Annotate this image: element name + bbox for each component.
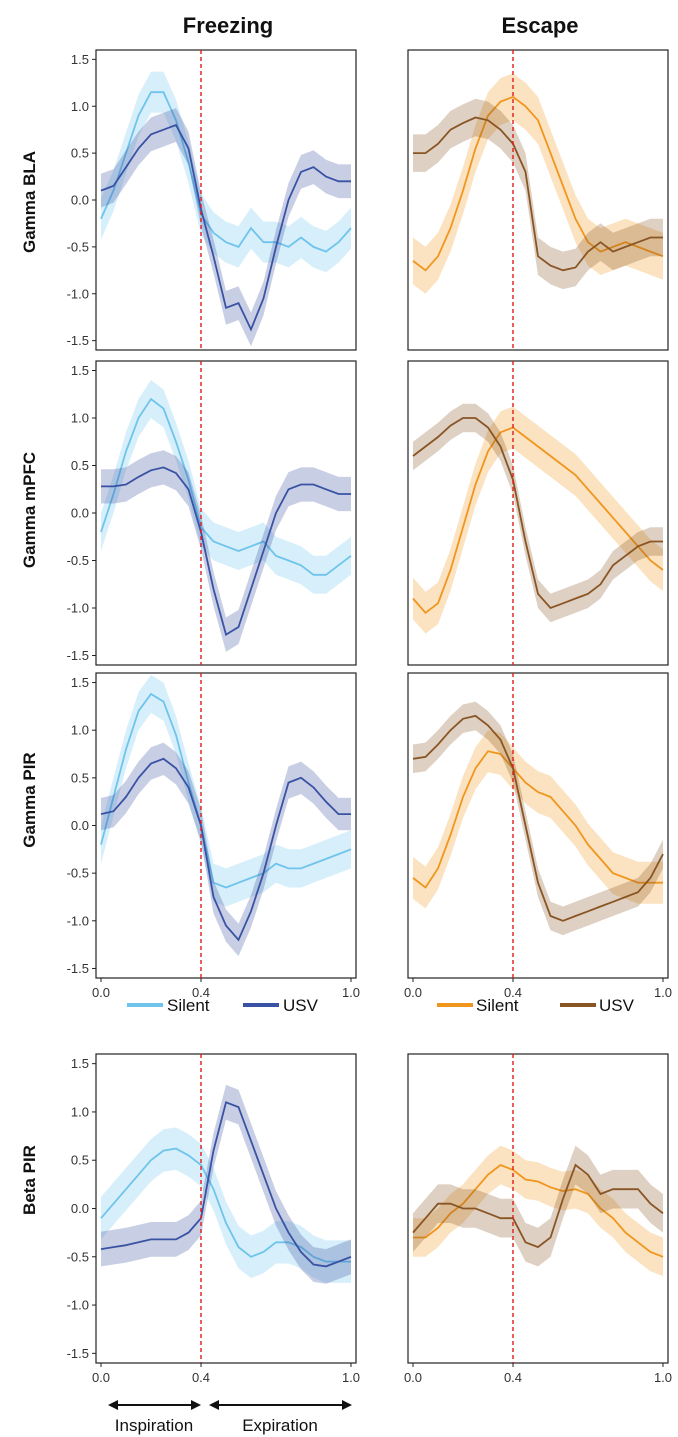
row-title-gamma-mpfc: Gamma mPFC xyxy=(20,452,39,568)
y-tick-label: -1.0 xyxy=(67,913,89,928)
y-tick-label: 1.5 xyxy=(71,52,89,67)
x-tick-label: 1.0 xyxy=(654,1370,672,1385)
y-tick-label: -1.0 xyxy=(67,601,89,616)
panel-gamma-mpfc-escape xyxy=(407,360,669,666)
legend-escape: Silent USV xyxy=(437,996,635,1015)
y-tick-label: 0.5 xyxy=(71,1153,89,1168)
x-tick-label: 0.4 xyxy=(192,1370,210,1385)
y-tick-label: -0.5 xyxy=(67,239,89,254)
y-tick-label: 0.0 xyxy=(71,506,89,521)
panel-frame xyxy=(407,672,669,979)
chart-panels: 1.5 1.0 0.5 0.0 -0.5 -1.0 -1.5 1.5 1.0 0.5 0.0 -0.5… xyxy=(67,49,672,1385)
series-line-usv xyxy=(413,116,663,272)
error-band-usv xyxy=(413,1145,663,1267)
y-tick-label: 0.0 xyxy=(71,1201,89,1216)
y-tick-label: -1.0 xyxy=(67,286,89,301)
y-tick-label: 1.5 xyxy=(71,363,89,378)
error-band-silent xyxy=(101,1127,351,1283)
x-tick-label: 0.4 xyxy=(192,985,210,1000)
inspiration-label: Inspiration xyxy=(115,1416,193,1435)
x-tick-label: 1.0 xyxy=(342,985,360,1000)
legend-label-escape-silent: Silent xyxy=(476,996,519,1015)
y-tick-label: 0.5 xyxy=(71,770,89,785)
y-tick-label: 1.0 xyxy=(71,99,89,114)
series-line-usv xyxy=(100,123,351,332)
legend-freezing: Silent USV xyxy=(127,996,319,1015)
panel-frame xyxy=(407,49,669,351)
row-title-gamma-bla: Gamma BLA xyxy=(20,151,39,253)
y-tick-label: 1.0 xyxy=(71,723,89,738)
error-band-silent xyxy=(413,73,663,294)
series-line-silent xyxy=(100,692,352,889)
y-tick-label: -0.5 xyxy=(67,1249,89,1264)
series-line-usv xyxy=(100,1101,352,1268)
panel-gamma-mpfc-freezing: 1.5 1.0 0.5 0.0 -0.5 -1.0 -1.5 xyxy=(67,360,357,666)
y-tick-label: -1.5 xyxy=(67,961,89,976)
legend-label-freezing-silent: Silent xyxy=(167,996,210,1015)
x-tick-label: 0.0 xyxy=(404,985,422,1000)
panel-gamma-bla-escape xyxy=(407,49,669,351)
series-line-silent xyxy=(100,1147,351,1263)
series-line-usv xyxy=(412,714,664,922)
y-tick-label: -1.5 xyxy=(67,1346,89,1361)
panel-gamma-pir-freezing: 1.51.00.50.0-0.5-1.0-1.50.0 0.4 1.0 xyxy=(67,672,360,1000)
series-line-silent xyxy=(413,1163,664,1258)
y-tick-label: -0.5 xyxy=(67,553,89,568)
error-band-usv xyxy=(101,108,351,347)
panel-gamma-bla-freezing: 1.5 1.0 0.5 0.0 -0.5 -1.0 -1.5 xyxy=(67,49,357,351)
x-tick-label: 1.0 xyxy=(654,985,672,1000)
row-title-gamma-pir: Gamma PIR xyxy=(20,752,39,847)
y-tick-label: 1.0 xyxy=(71,1104,89,1119)
y-tick-label: 0.0 xyxy=(71,818,89,833)
error-band-silent xyxy=(101,380,351,594)
series-line-silent xyxy=(100,91,352,253)
series-line-usv xyxy=(412,417,663,610)
error-band-silent xyxy=(413,730,663,909)
row-title-beta-pir: Beta PIR xyxy=(20,1145,39,1215)
series-line-usv xyxy=(100,757,351,942)
y-tick-label: 1.5 xyxy=(71,675,89,690)
panel-frame xyxy=(407,1053,669,1364)
column-title-escape: Escape xyxy=(501,13,578,38)
legend-label-freezing-usv: USV xyxy=(283,996,319,1015)
panel-gamma-pir-escape: 0.0 0.4 1.0 xyxy=(404,672,672,1000)
y-tick-label: -0.5 xyxy=(67,866,89,881)
phase-annotation: Inspiration Expiration xyxy=(108,1400,352,1435)
y-tick-label: -1.5 xyxy=(67,333,89,348)
series-line-silent xyxy=(412,750,663,889)
series-line-silent xyxy=(412,426,664,615)
series-line-silent xyxy=(100,397,352,576)
column-title-freezing: Freezing xyxy=(183,13,273,38)
x-tick-label: 0.0 xyxy=(404,1370,422,1385)
error-band-silent xyxy=(413,406,663,634)
legend-label-escape-usv: USV xyxy=(599,996,635,1015)
error-band-usv xyxy=(413,403,663,623)
error-band-usv xyxy=(413,701,663,936)
y-tick-label: 0.5 xyxy=(71,146,89,161)
series-line-silent xyxy=(412,95,664,272)
y-tick-label: 1.5 xyxy=(71,1056,89,1071)
x-tick-label: 1.0 xyxy=(342,1370,360,1385)
series-line-usv xyxy=(412,1163,664,1249)
panel-frame xyxy=(407,360,669,666)
error-band-usv xyxy=(101,450,351,652)
x-tick-label: 0.0 xyxy=(92,1370,110,1385)
x-tick-label: 0.4 xyxy=(504,1370,522,1385)
panel-beta-pir-freezing: 1.51.00.50.0-0.5-1.0-1.50.0 0.4 1.0 xyxy=(67,1053,360,1385)
y-tick-label: 1.0 xyxy=(71,411,89,426)
x-tick-label: 0.4 xyxy=(504,985,522,1000)
y-tick-label: 0.5 xyxy=(71,458,89,473)
error-band-usv xyxy=(101,742,351,957)
y-tick-label: -1.5 xyxy=(67,648,89,663)
expiration-label: Expiration xyxy=(242,1416,318,1435)
y-tick-label: -1.0 xyxy=(67,1298,89,1313)
x-tick-label: 0.0 xyxy=(92,985,110,1000)
panel-beta-pir-escape: 0.0 0.4 1.0 xyxy=(404,1053,672,1385)
error-band-silent xyxy=(413,1145,663,1277)
series-line-usv xyxy=(101,466,351,636)
y-tick-label: 0.0 xyxy=(71,193,89,208)
